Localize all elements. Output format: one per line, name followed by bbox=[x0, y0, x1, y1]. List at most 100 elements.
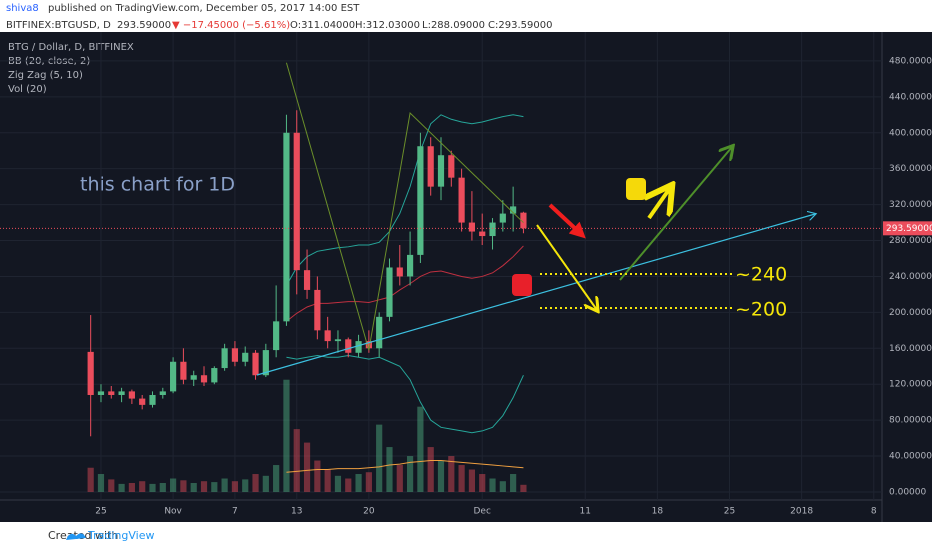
x-tick-label: Nov bbox=[164, 507, 182, 517]
volume-bar bbox=[376, 424, 383, 492]
candle-body bbox=[211, 368, 218, 383]
volume-bar bbox=[345, 478, 352, 492]
volume-bar bbox=[314, 460, 321, 492]
footer-brand[interactable]: TradingView bbox=[87, 529, 154, 542]
candle-body bbox=[273, 321, 280, 351]
volume-bar bbox=[128, 483, 135, 492]
volume-bar bbox=[324, 469, 331, 492]
volume-bar bbox=[458, 465, 465, 492]
volume-bar bbox=[97, 474, 105, 492]
candle-body bbox=[231, 348, 239, 362]
volume-bar bbox=[406, 456, 414, 492]
author[interactable]: shiva8 bbox=[6, 3, 39, 14]
green-arrow bbox=[619, 147, 732, 281]
volume-bar bbox=[386, 447, 393, 492]
zigzag bbox=[285, 62, 524, 351]
candle-body bbox=[386, 267, 393, 317]
volume-bar bbox=[139, 481, 146, 492]
volume-bar bbox=[262, 475, 269, 492]
volume-bar bbox=[355, 474, 362, 492]
candle-body bbox=[499, 213, 506, 223]
x-tick-label: Dec bbox=[474, 507, 491, 517]
candle-body bbox=[170, 361, 177, 392]
volume-bar bbox=[334, 475, 342, 492]
candle-body bbox=[118, 391, 125, 395]
footer-logo bbox=[66, 533, 86, 540]
volume-ma bbox=[286, 460, 524, 473]
x-tick-label: 25 bbox=[724, 507, 735, 517]
candle-body bbox=[180, 361, 187, 380]
candle-body bbox=[262, 350, 269, 376]
candle-body bbox=[437, 155, 445, 187]
volume-bar bbox=[170, 478, 177, 492]
volume-bar bbox=[479, 474, 486, 492]
candle-body bbox=[283, 132, 290, 322]
y-tick-label: 480.00000 bbox=[889, 56, 932, 66]
candle-body bbox=[293, 132, 300, 271]
candle-body bbox=[252, 352, 259, 376]
candle-body bbox=[87, 351, 94, 395]
bb-upper bbox=[286, 114, 524, 286]
candle-body bbox=[510, 206, 517, 214]
volume-bar bbox=[87, 467, 94, 492]
bb-basis bbox=[286, 245, 524, 322]
candle-body bbox=[159, 391, 166, 395]
candle-body bbox=[376, 316, 383, 349]
legend-zigzag: Zig Zag (5, 10) bbox=[8, 70, 83, 81]
y-tick-label: 0.00000 bbox=[889, 487, 926, 497]
candle-body bbox=[190, 375, 197, 380]
volume-bar bbox=[221, 478, 228, 492]
candle-body bbox=[355, 341, 362, 353]
x-tick-label: 25 bbox=[95, 507, 106, 517]
volume-bar bbox=[252, 474, 259, 492]
yellow-arrow bbox=[536, 224, 597, 310]
y-tick-label: 240.00000 bbox=[889, 272, 932, 282]
drawings bbox=[256, 147, 815, 376]
candle-body bbox=[139, 398, 146, 405]
y-tick-label: 160.00000 bbox=[889, 344, 932, 354]
y-tick-label: 80.00000 bbox=[889, 416, 932, 426]
volume-bar bbox=[231, 481, 239, 492]
legend-bb: BB (20, close, 2) bbox=[8, 56, 90, 67]
candle-body bbox=[520, 212, 527, 229]
candle-body bbox=[406, 254, 414, 277]
candle-body bbox=[417, 146, 424, 255]
x-tick-label: 18 bbox=[652, 507, 664, 517]
x-tick-label: 2018 bbox=[790, 507, 813, 517]
candle-body bbox=[221, 348, 228, 369]
volume-bar bbox=[427, 447, 434, 492]
plot bbox=[0, 32, 882, 500]
volume-bar bbox=[520, 484, 527, 492]
candle-body bbox=[365, 341, 372, 349]
volume-bar bbox=[242, 479, 249, 492]
volume-bar bbox=[365, 472, 372, 492]
volume-bar bbox=[468, 469, 476, 492]
ohlc-high: H:312.03000 bbox=[355, 20, 420, 31]
bb-lower bbox=[286, 354, 524, 434]
change: ▼ −17.45000 (−5.61%) bbox=[172, 20, 290, 31]
volume-bar bbox=[283, 379, 290, 492]
candle-body bbox=[427, 146, 434, 187]
legend-title: BTG / Dollar, D, BITFINEX bbox=[8, 42, 134, 53]
candle-body bbox=[303, 270, 311, 290]
volume-bar bbox=[417, 406, 424, 492]
volume-bar bbox=[303, 442, 311, 492]
volume-bar bbox=[273, 465, 280, 492]
x-tick-label: 11 bbox=[580, 507, 591, 517]
x-tick-label: 13 bbox=[291, 507, 302, 517]
thumb-down bbox=[512, 274, 532, 296]
candle-body bbox=[448, 155, 455, 178]
label-200: ~200 bbox=[735, 299, 787, 321]
candle-body bbox=[489, 222, 496, 237]
volume-bar bbox=[396, 465, 403, 492]
candle-body bbox=[108, 391, 115, 395]
volume-bar bbox=[293, 429, 300, 492]
annotation-text: this chart for 1D bbox=[80, 174, 235, 196]
candle-body bbox=[396, 267, 403, 277]
trend-line bbox=[256, 214, 815, 376]
candle-body bbox=[200, 375, 208, 383]
volume-bar bbox=[499, 481, 506, 492]
x-tick-label: 7 bbox=[232, 507, 238, 517]
candle-body bbox=[314, 289, 321, 331]
legend-vol: Vol (20) bbox=[8, 84, 47, 95]
